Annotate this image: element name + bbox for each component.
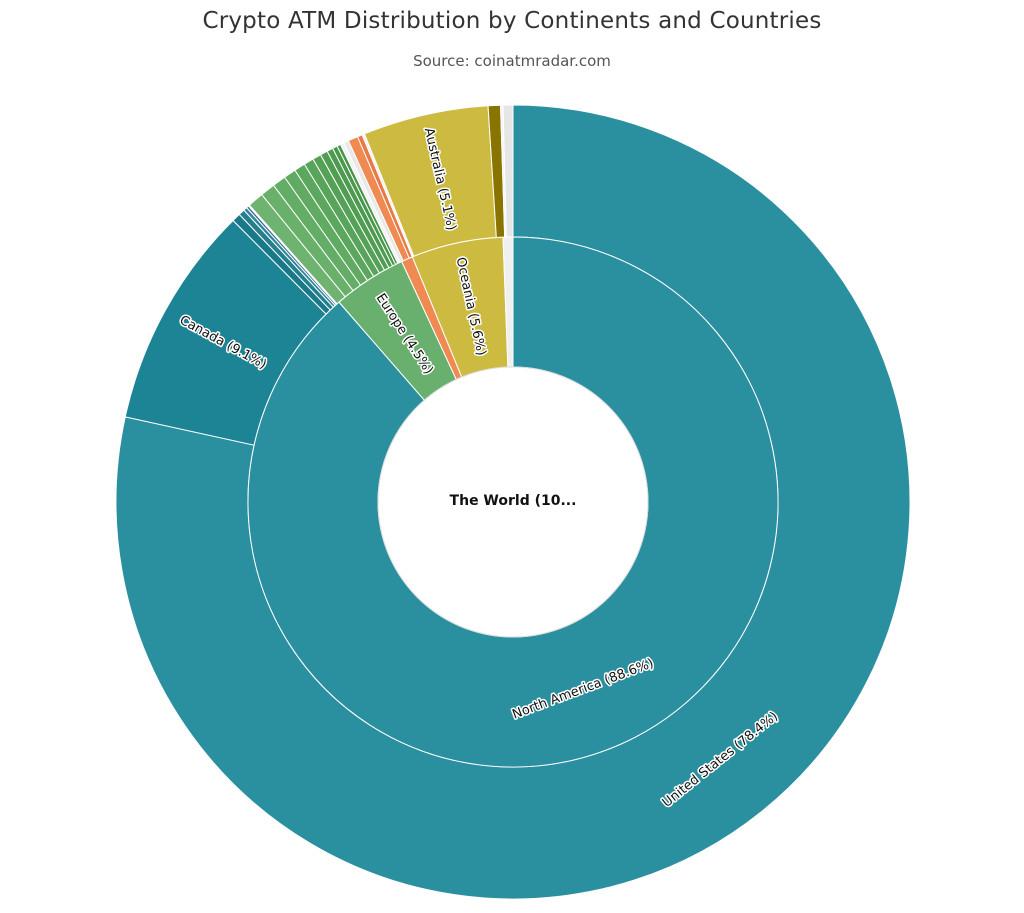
chart-subtitle: Source: coinatmradar.com [413,52,611,70]
chart-title: Crypto ATM Distribution by Continents an… [202,8,822,34]
center-disc[interactable] [377,366,649,638]
center-label: The World (10... [450,493,577,509]
inner-ring [247,236,779,768]
outer-ring [115,104,911,900]
